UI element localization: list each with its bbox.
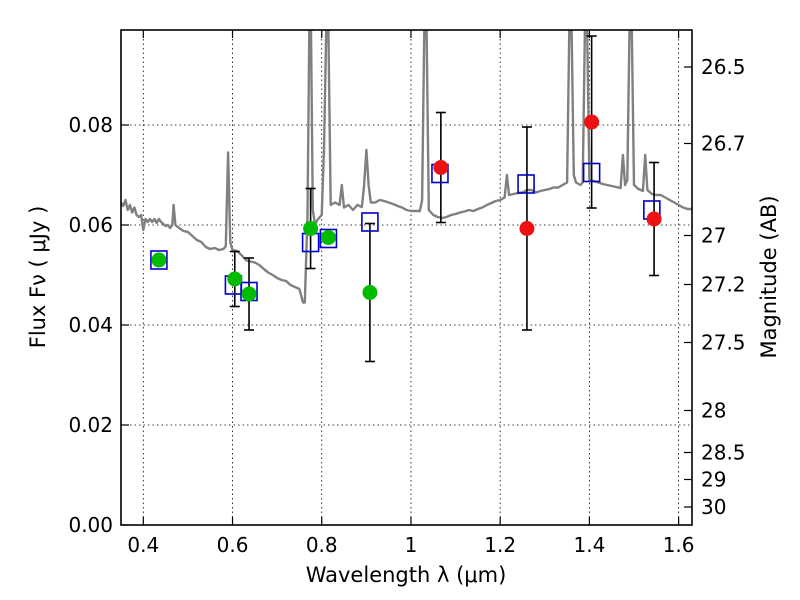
- data-point-layer: [150, 114, 662, 302]
- model-spectrum-layer: [121, 30, 692, 304]
- y-tick-label: 0.06: [68, 213, 113, 237]
- red-data-point: [584, 114, 600, 130]
- x-tick-label: 1: [405, 533, 418, 557]
- right-tick-label: 28: [701, 399, 726, 423]
- right-tick-label: 28.5: [701, 441, 746, 465]
- model-point-square: [361, 212, 379, 232]
- green-data-point: [151, 252, 167, 268]
- model-spectrum-line: [121, 30, 692, 304]
- y-tick-label: 0.04: [68, 313, 113, 337]
- x-axis-label: Wavelength λ (μm): [306, 563, 507, 587]
- green-data-point: [227, 271, 243, 287]
- x-tick-label: 1.4: [573, 533, 605, 557]
- model-point-square: [517, 174, 535, 194]
- x-tick-label: 1.6: [663, 533, 695, 557]
- y-axis-label: Flux Fν ( μJy ): [26, 206, 50, 349]
- right-tick-label: 30: [701, 495, 726, 519]
- y-tick-label: 0.00: [68, 513, 113, 537]
- plot-frame: [120, 29, 693, 526]
- x-tick-label: 1.2: [484, 533, 516, 557]
- right-tick-label: 27: [701, 224, 726, 248]
- green-data-point: [241, 286, 257, 302]
- green-data-point: [320, 230, 336, 245]
- red-data-point: [433, 160, 449, 175]
- right-tick-label: 29: [701, 468, 726, 492]
- x-tick-label: 0.4: [127, 533, 159, 557]
- x-tick-label: 0.6: [217, 533, 249, 557]
- model-point-square: [582, 162, 601, 183]
- right-tick-label: 26.7: [701, 132, 746, 156]
- green-data-point: [303, 221, 319, 236]
- red-data-point: [646, 211, 662, 227]
- y-tick-label: 0.02: [68, 413, 113, 437]
- right-axis-label: Magnitude (AB): [757, 195, 781, 358]
- right-tick-label: 27.2: [701, 273, 746, 297]
- y-tick-label: 0.08: [68, 113, 113, 137]
- x-tick-label: 0.8: [306, 533, 338, 557]
- axis-layer: 0.4 0.6 0.8 1 1.2 1.4 1.6 0.00 0.02 0.04 0.06 0.08 2…: [68, 30, 746, 557]
- red-data-point: [519, 221, 535, 236]
- right-tick-label: 26.5: [701, 55, 746, 79]
- model-point-square: [150, 250, 168, 270]
- model-point-square: [319, 228, 338, 249]
- right-tick-label: 27.5: [701, 331, 746, 355]
- green-data-point: [362, 285, 378, 300]
